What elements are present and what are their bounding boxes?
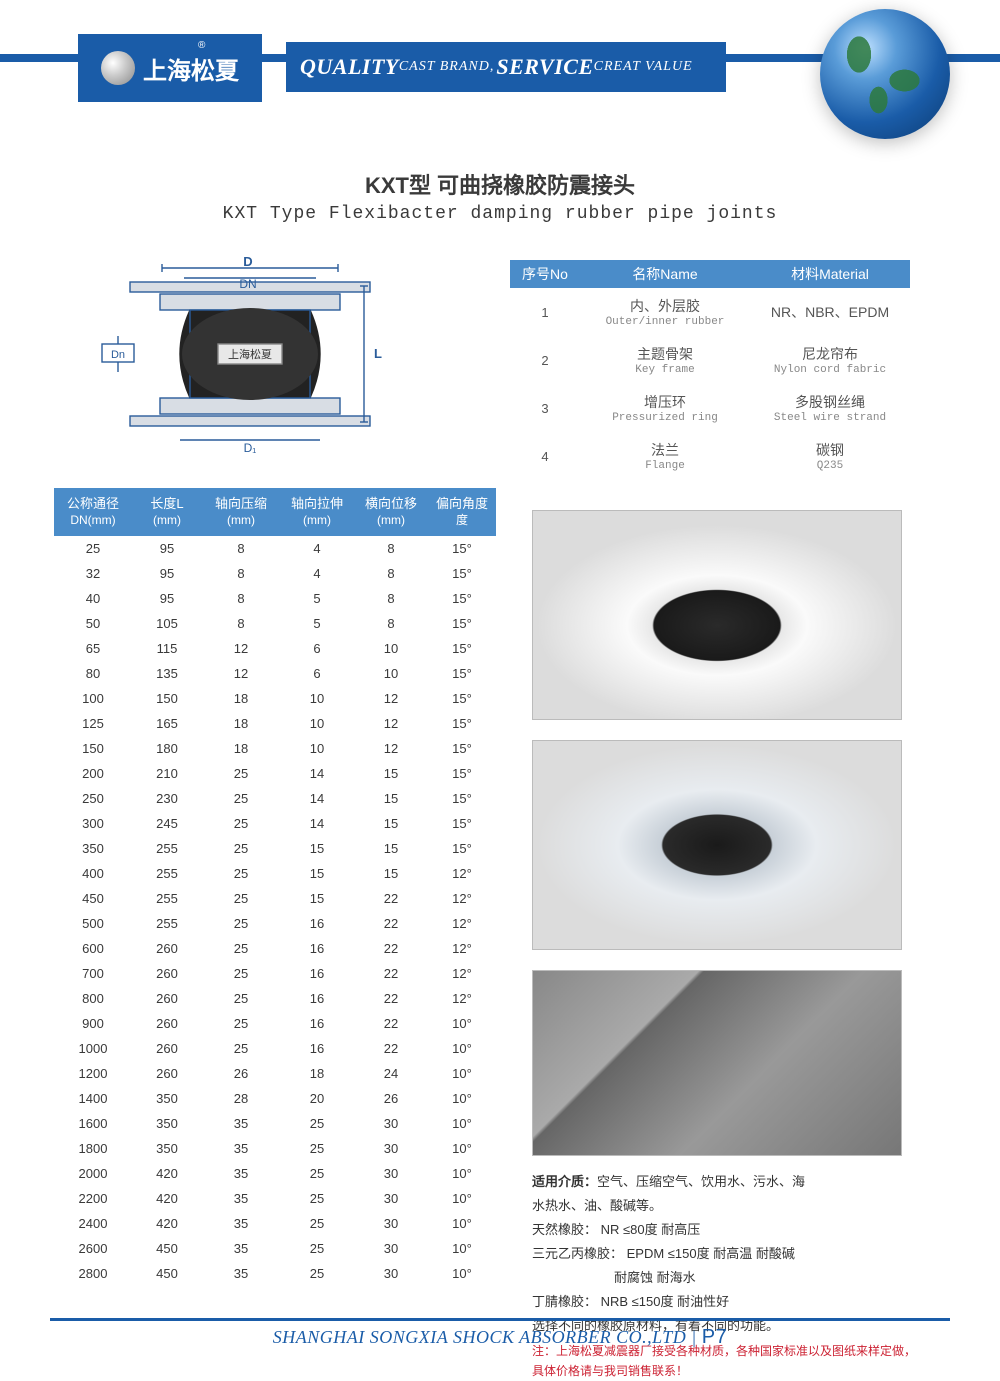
spec-row: 260045035253010° bbox=[54, 1236, 496, 1261]
spec-row: 25023025141515° bbox=[54, 786, 496, 811]
note-line3: 三元乙丙橡胶： EPDM ≤150度 耐高温 耐酸碱 bbox=[532, 1242, 927, 1266]
note-line3b: 耐腐蚀 耐海水 bbox=[532, 1266, 927, 1290]
page-title-en: KXT Type Flexibacter damping rubber pipe… bbox=[0, 204, 1000, 224]
footer-sep: | bbox=[686, 1327, 701, 1347]
slogan-creat: CREAT VALUE bbox=[594, 59, 693, 75]
spec-row: 12516518101215° bbox=[54, 711, 496, 736]
spec-row: 15018018101215° bbox=[54, 736, 496, 761]
footer-line bbox=[50, 1318, 950, 1321]
spec-row: 70026025162212° bbox=[54, 961, 496, 986]
slogan-cast: CAST BRAND, bbox=[399, 59, 495, 75]
notes-block: 适用介质：空气、压缩空气、饮用水、污水、海 水热水、油、酸碱等。 天然橡胶： N… bbox=[532, 1170, 927, 1381]
spec-row: 45025525152212° bbox=[54, 886, 496, 911]
spec-table: 公称通径DN(mm) 长度L(mm) 轴向压缩(mm) 轴向拉伸(mm) 横向位… bbox=[54, 488, 496, 1286]
spec-h2: 长度L(mm) bbox=[132, 496, 202, 528]
spec-h3: 轴向压缩(mm) bbox=[202, 496, 280, 528]
spec-h4: 轴向拉伸(mm) bbox=[280, 496, 354, 528]
spec-row: 120026026182410° bbox=[54, 1061, 496, 1086]
note-line1: 适用介质：空气、压缩空气、饮用水、污水、海 bbox=[532, 1170, 927, 1194]
product-photo-3 bbox=[532, 970, 902, 1156]
spec-table-body: 259584815°329584815°409585815°5010585815… bbox=[54, 536, 496, 1286]
footer-text: SHANGHAI SONGXIA SHOCK ABSORBER CO.,LTD … bbox=[0, 1326, 1000, 1349]
product-photo-2 bbox=[532, 740, 902, 950]
spec-row: 50025525162212° bbox=[54, 911, 496, 936]
spec-row: 5010585815° bbox=[54, 611, 496, 636]
spec-row: 409585815° bbox=[54, 586, 496, 611]
slogan-service: SERVICE bbox=[496, 54, 593, 80]
material-row: 1内、外层胶Outer/inner rubberNR、NBR、EPDM bbox=[510, 288, 910, 336]
product-photo-1 bbox=[532, 510, 902, 720]
spec-row: 90026025162210° bbox=[54, 1011, 496, 1036]
spec-h6: 偏向角度度 bbox=[428, 496, 496, 528]
spec-row: 801351261015° bbox=[54, 661, 496, 686]
mat-header-material: 材料Material bbox=[750, 264, 910, 284]
spec-row: 30024525141515° bbox=[54, 811, 496, 836]
spec-row: 240042035253010° bbox=[54, 1211, 496, 1236]
spec-row: 20021025141515° bbox=[54, 761, 496, 786]
mat-header-no: 序号No bbox=[510, 264, 580, 284]
spec-row: 651151261015° bbox=[54, 636, 496, 661]
reg-mark: ® bbox=[198, 40, 205, 51]
material-row: 4法兰Flange碳钢Q235 bbox=[510, 432, 910, 480]
footer-company: SHANGHAI SONGXIA SHOCK ABSORBER CO.,LTD bbox=[273, 1327, 686, 1347]
spec-row: 329584815° bbox=[54, 561, 496, 586]
material-table-header: 序号No 名称Name 材料Material bbox=[510, 260, 910, 288]
spec-row: 100026025162210° bbox=[54, 1036, 496, 1061]
spec-table-header: 公称通径DN(mm) 长度L(mm) 轴向压缩(mm) 轴向拉伸(mm) 横向位… bbox=[54, 488, 496, 536]
diagram-label-Dn: Dn bbox=[111, 349, 125, 361]
spec-row: 259584815° bbox=[54, 536, 496, 561]
technical-diagram: D DN Dn 上海松夏 L D₁ bbox=[90, 254, 410, 454]
diagram-label-DN: DN bbox=[239, 277, 256, 291]
slogan-box: QUALITY CAST BRAND, SERVICE CREAT VALUE bbox=[286, 42, 726, 92]
footer-page: P7 bbox=[702, 1326, 727, 1348]
note-line2: 天然橡胶： NR ≤80度 耐高压 bbox=[532, 1218, 927, 1242]
spec-row: 35025525151515° bbox=[54, 836, 496, 861]
diagram-label-brand: 上海松夏 bbox=[228, 347, 272, 361]
note-line4: 丁腈橡胶： NRB ≤150度 耐油性好 bbox=[532, 1290, 927, 1314]
material-table: 序号No 名称Name 材料Material 1内、外层胶Outer/inner… bbox=[510, 260, 910, 480]
slogan-quality: QUALITY bbox=[300, 54, 399, 80]
brand-logo-icon bbox=[101, 51, 135, 85]
spec-row: 80026025162212° bbox=[54, 986, 496, 1011]
spec-row: 200042035253010° bbox=[54, 1161, 496, 1186]
spec-row: 10015018101215° bbox=[54, 686, 496, 711]
spec-row: 140035028202610° bbox=[54, 1086, 496, 1111]
material-table-body: 1内、外层胶Outer/inner rubberNR、NBR、EPDM2主题骨架… bbox=[510, 288, 910, 480]
spec-row: 160035035253010° bbox=[54, 1111, 496, 1136]
diagram-label-D1: D₁ bbox=[244, 441, 257, 454]
note-line1b: 水热水、油、酸碱等。 bbox=[532, 1194, 927, 1218]
diagram-label-L: L bbox=[374, 346, 382, 361]
spec-row: 280045035253010° bbox=[54, 1261, 496, 1286]
diagram-label-D: D bbox=[243, 254, 252, 269]
brand-logo-box: ® 上海松夏 bbox=[78, 34, 262, 102]
header-banner: ® 上海松夏 QUALITY CAST BRAND, SERVICE CREAT… bbox=[0, 34, 1000, 116]
mat-header-name: 名称Name bbox=[580, 264, 750, 284]
spec-row: 180035035253010° bbox=[54, 1136, 496, 1161]
material-row: 2主题骨架Key frame尼龙帘布Nylon cord fabric bbox=[510, 336, 910, 384]
spec-h5: 横向位移(mm) bbox=[354, 496, 428, 528]
spec-row: 220042035253010° bbox=[54, 1186, 496, 1211]
spec-row: 60026025162212° bbox=[54, 936, 496, 961]
brand-name: 上海松夏 bbox=[143, 51, 239, 86]
spec-h1: 公称通径DN(mm) bbox=[54, 496, 132, 528]
globe-icon bbox=[820, 9, 950, 139]
spec-row: 40025525151512° bbox=[54, 861, 496, 886]
material-row: 3增压环Pressurized ring多股钢丝绳Steel wire stra… bbox=[510, 384, 910, 432]
page-title-zh: KXT型 可曲挠橡胶防震接头 bbox=[0, 168, 1000, 200]
